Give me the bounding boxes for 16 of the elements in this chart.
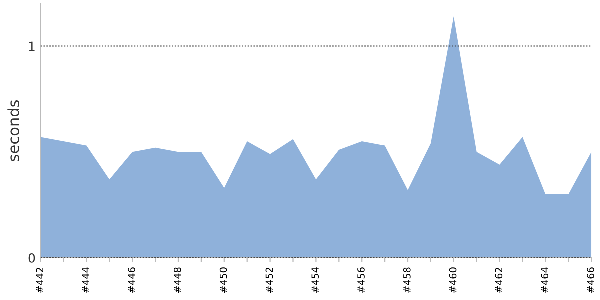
x-tick-label: #442 (36, 268, 44, 293)
x-tick-label: #448 (174, 268, 182, 293)
y-tick-label: 0 (28, 253, 36, 263)
x-tick-label: #464 (541, 268, 549, 293)
x-tick-label: #456 (358, 268, 365, 293)
y-tick-label: 1 (29, 42, 35, 51)
x-tick-label: #458 (403, 268, 411, 293)
x-tick-label: #446 (128, 268, 136, 293)
x-tick-label: #450 (220, 268, 228, 293)
y-axis-title: seconds (8, 100, 20, 162)
x-tick-label: #466 (587, 268, 594, 293)
x-tick-label: #452 (266, 268, 274, 293)
x-tick-label: #454 (312, 268, 320, 293)
x-tick-label: #444 (82, 268, 90, 293)
x-tick-label: #462 (495, 268, 503, 293)
x-tick-label: #460 (449, 268, 457, 293)
